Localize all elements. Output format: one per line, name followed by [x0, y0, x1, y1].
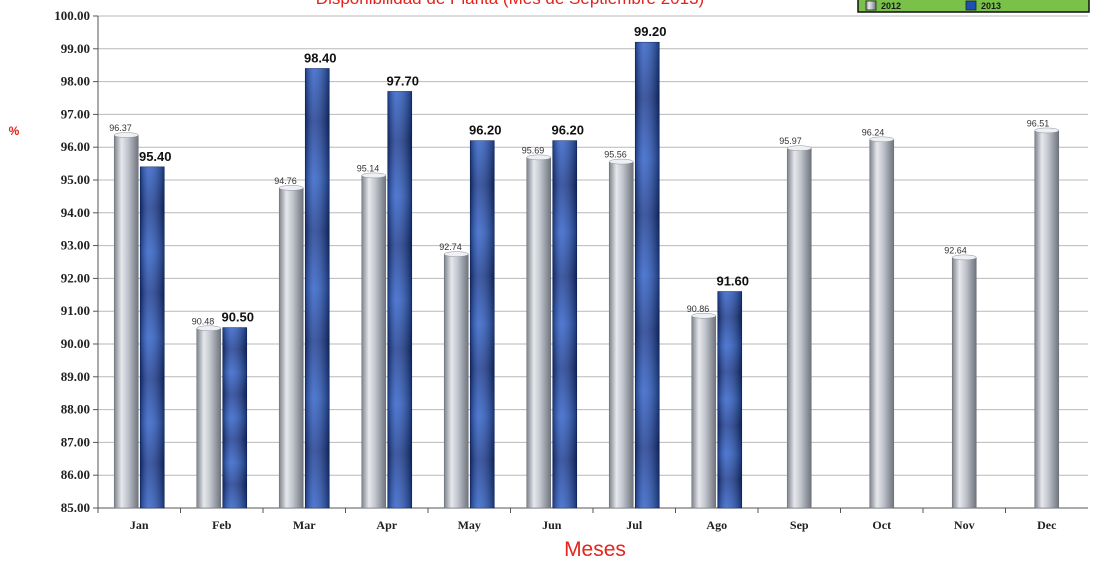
legend-label-2012: 2012 [881, 1, 901, 11]
bar-2013-shade [635, 42, 660, 509]
data-label-2012: 96.37 [109, 123, 132, 133]
bar-2012 [443, 253, 469, 509]
y-tick-label: 91.00 [61, 303, 90, 318]
bar-2012-top [114, 132, 139, 138]
data-label-2013: 95.40 [139, 149, 172, 164]
bar-2012 [278, 187, 304, 509]
bar-2012-top [869, 136, 894, 143]
x-tick-label: Mar [293, 518, 316, 532]
y-tick-label: 88.00 [61, 402, 90, 417]
bar-2012 [869, 139, 895, 509]
bar-2012 [113, 134, 139, 509]
y-tick-label: 100.00 [54, 8, 90, 23]
data-label-2012: 95.97 [779, 136, 802, 146]
x-tick-label: May [458, 518, 481, 532]
y-tick-label: 96.00 [61, 139, 90, 154]
legend-label-2013: 2013 [981, 1, 1001, 11]
data-label-2013: 90.50 [221, 310, 254, 325]
bar-2012-top [787, 145, 812, 151]
data-label-2013: 96.20 [469, 123, 502, 138]
bar-2012-top [361, 172, 386, 179]
y-tick-label: 95.00 [61, 172, 90, 187]
bar-2012-top [279, 185, 304, 191]
bar-2012 [691, 315, 717, 509]
bar-2012 [526, 157, 552, 509]
data-label-2013: 99.20 [634, 24, 667, 39]
data-label-2012: 90.86 [687, 304, 710, 314]
data-label-2012: 95.56 [604, 150, 627, 160]
x-tick-label: Nov [954, 518, 975, 532]
bar-2012-top [952, 254, 977, 261]
bar-2013-shade [387, 91, 412, 508]
legend-swatch-2013 [965, 0, 977, 11]
bar-2012-top [526, 154, 551, 161]
y-tick-label: 90.00 [61, 336, 90, 351]
x-tick-label: Jul [626, 518, 643, 532]
data-label-2012: 94.76 [274, 176, 297, 186]
y-tick-label: 94.00 [61, 205, 90, 220]
axes [93, 15, 1088, 513]
bar-2012 [196, 327, 222, 509]
gridlines [98, 15, 1088, 509]
x-tick-label: Jun [542, 518, 562, 532]
x-tick-label: Dec [1037, 518, 1057, 532]
x-tick-label: Apr [376, 518, 397, 532]
bar-2012-top [691, 313, 716, 319]
y-tick-label: 99.00 [61, 41, 90, 56]
x-tick-label: Oct [872, 518, 891, 532]
bar-2012-top [444, 251, 469, 257]
data-label-2012: 92.64 [944, 245, 967, 255]
y-tick-label: 89.00 [61, 369, 90, 384]
bar-2013-shade [470, 140, 495, 508]
y-tick-label: 97.00 [61, 106, 90, 121]
x-tick-labels: Jan Feb Mar Apr May Jun Jul Ago Sep Oct Nov Dec [130, 518, 1057, 532]
x-tick-label: Feb [212, 518, 232, 532]
data-label-2013: 96.20 [551, 123, 584, 138]
y-tick-label: 98.00 [61, 74, 90, 89]
bars [113, 41, 1060, 509]
bar-2013-shade [717, 291, 742, 508]
bar-2012-top [609, 158, 634, 165]
y-tick-labels: 85.00 86.00 87.00 88.00 89.00 90.00 91.00 92.00… [54, 8, 90, 515]
x-axis-label: Meses [564, 538, 626, 561]
bar-2012-top [1034, 127, 1059, 134]
y-tick-label: 92.00 [61, 270, 90, 285]
data-label-2013: 91.60 [716, 274, 749, 289]
bar-2012-top [196, 325, 221, 332]
bar-2013-shade [552, 140, 577, 508]
data-label-2012: 95.69 [522, 145, 545, 155]
x-tick-label: Ago [706, 518, 727, 532]
data-label-2012: 96.51 [1027, 118, 1050, 128]
y-axis-label: % [9, 124, 20, 138]
bar-2012 [786, 147, 812, 509]
x-tick-label: Jan [130, 518, 149, 532]
data-label-2012: 95.14 [357, 163, 380, 173]
x-tick-label: Sep [790, 518, 809, 532]
data-label-2012: 90.48 [192, 316, 215, 326]
bar-2012 [951, 257, 977, 509]
legend: 2012 2013 [857, 0, 1090, 13]
data-label-2013: 98.40 [304, 50, 337, 65]
data-label-2013: 97.70 [386, 73, 419, 88]
data-label-2012: 92.74 [439, 242, 462, 252]
bar-2012 [608, 161, 634, 509]
y-tick-label: 87.00 [61, 434, 90, 449]
bar-2013-shade [222, 327, 247, 508]
data-labels: 96.37 95.40 90.48 90.50 94.76 98.40 95.14 97.70… [109, 24, 1049, 326]
y-tick-label: 85.00 [61, 500, 90, 515]
bar-2012 [1034, 130, 1060, 509]
bar-2012 [361, 175, 387, 509]
legend-swatch-2012 [865, 0, 877, 11]
y-tick-label: 93.00 [61, 238, 90, 253]
y-tick-label: 86.00 [61, 467, 90, 482]
bar-2013-shade [305, 68, 330, 508]
bar-2013-shade [140, 166, 165, 508]
chart-title: Disponibilidad de Planta (Mes de Septiem… [316, 0, 704, 8]
data-label-2012: 96.24 [862, 127, 885, 137]
